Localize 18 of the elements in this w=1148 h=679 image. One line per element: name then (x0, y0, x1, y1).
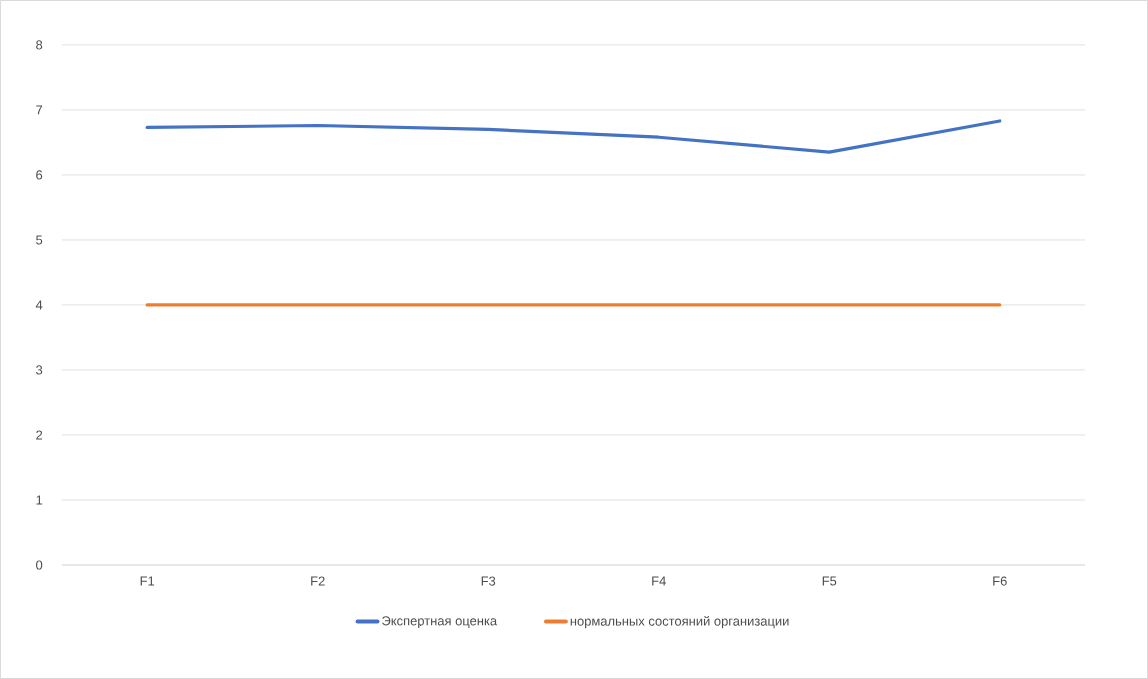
y-tick-label: 3 (36, 365, 43, 375)
x-tick-label: F4 (652, 576, 666, 586)
legend-label: Экспертная оценка (382, 616, 498, 629)
y-tick-label: 8 (36, 40, 43, 50)
x-tick-label: F3 (481, 576, 496, 586)
y-tick-label: 0 (36, 560, 43, 570)
legend-label: нормальных состояний организации (570, 616, 789, 629)
y-tick-label: 5 (36, 235, 43, 245)
y-tick-label: 7 (36, 105, 43, 115)
x-tick-label: F2 (311, 576, 325, 586)
y-tick-label: 6 (36, 170, 43, 180)
y-tick-label: 1 (36, 495, 43, 505)
x-tick-label: F6 (993, 576, 1007, 586)
y-tick-label: 2 (36, 430, 43, 440)
x-tick-label: F5 (822, 576, 837, 586)
y-tick-label: 4 (35, 300, 43, 310)
line-series (145, 119, 1002, 154)
x-tick-label: F1 (140, 576, 155, 586)
